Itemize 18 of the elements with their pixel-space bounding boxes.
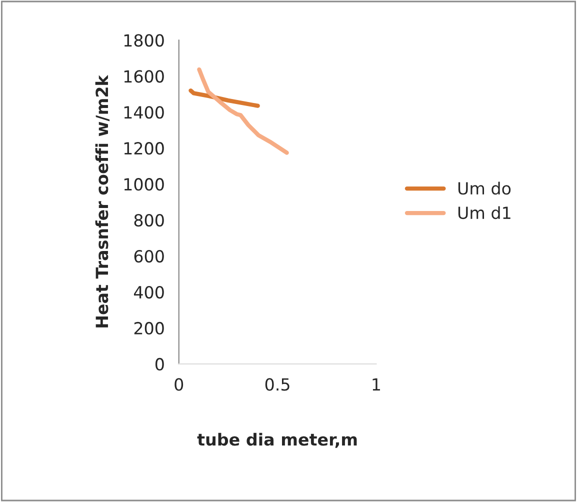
y-tick-label: 400: [134, 286, 164, 299]
y-tick-label: 1000: [124, 178, 164, 191]
x-tick-label: 1: [372, 378, 380, 391]
y-tick-label: 600: [134, 250, 164, 263]
y-tick-label: 800: [134, 214, 164, 227]
y-tick-label: 1800: [124, 34, 164, 47]
line-series: [197, 67, 289, 155]
x-tick-label: 0: [174, 378, 184, 391]
y-tick-label: 200: [134, 322, 164, 335]
y-tick-label: 0: [155, 358, 164, 371]
x-tick-label: 0.5: [265, 378, 290, 391]
y-axis-title: Heat Trasnfer coeffi w/m2k: [95, 74, 110, 328]
x-axis-title: tube dia meter,m: [197, 432, 357, 448]
y-tick-label: 1400: [124, 106, 164, 119]
legend-label: Um d1: [458, 206, 510, 220]
y-tick-label: 1600: [124, 70, 164, 83]
legend-label: Um do: [458, 182, 511, 195]
y-tick-label: 1200: [124, 142, 164, 155]
